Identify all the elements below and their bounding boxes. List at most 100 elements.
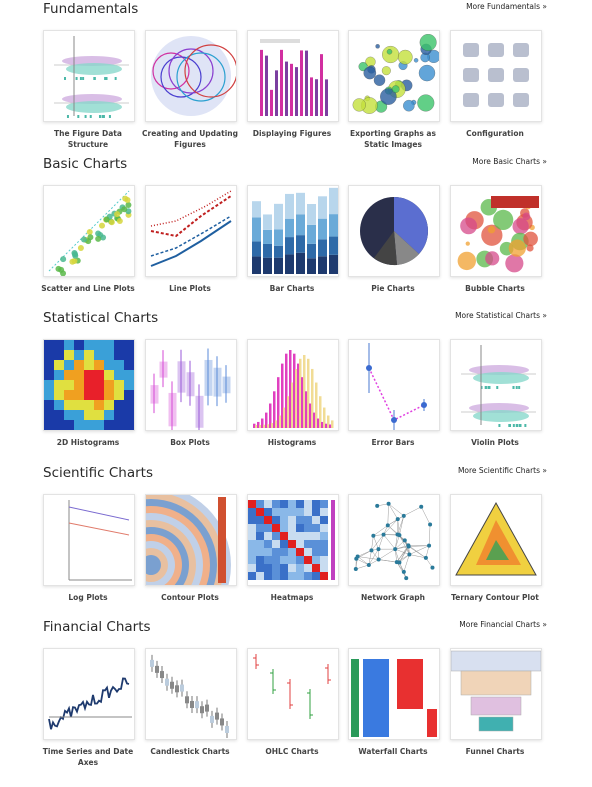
thumb-shape [387,503,389,525]
chart-thumbnail[interactable] [348,184,440,277]
chart-thumbnail[interactable] [43,493,135,586]
chart-caption[interactable]: Bubble Charts [465,283,525,293]
chart-thumbnail[interactable] [145,184,237,277]
thumbnail-image [352,34,441,114]
chart-caption[interactable]: OHLC Charts [265,747,319,756]
chart-thumbnail[interactable] [43,648,135,740]
thumb-shape [64,410,74,420]
thumb-shape [257,421,260,428]
more-link[interactable]: More Basic Charts » [472,156,547,166]
thumb-shape [320,555,328,564]
thumb-shape [108,115,111,118]
chart-thumbnail[interactable] [348,648,440,740]
chart-thumbnail[interactable] [43,30,135,122]
thumb-shape [272,563,280,572]
thumb-shape [307,257,316,274]
thumb-shape [304,555,312,564]
thumb-shape [487,225,496,233]
chart-thumbnail[interactable] [450,493,542,586]
thumb-shape [124,390,134,400]
thumb-shape [272,515,280,524]
thumb-shape [264,507,272,516]
thumb-shape [263,424,266,428]
thumb-shape [518,424,521,427]
thumb-shape [104,370,114,380]
chart-thumbnail[interactable] [43,339,135,431]
chart-caption[interactable]: Line Plots [169,283,211,293]
more-link[interactable]: More Financial Charts » [459,620,547,629]
chart-caption[interactable]: Exporting Graphs as Static Images [350,129,436,149]
thumb-shape [44,340,54,350]
chart-thumbnail[interactable] [145,339,237,438]
chart-caption[interactable]: Scatter and Line Plots [41,283,135,293]
chart-thumbnail[interactable] [348,30,441,122]
thumb-shape [315,79,318,116]
chart-caption[interactable]: Waterfall Charts [358,747,428,756]
more-link[interactable]: More Scientific Charts » [457,465,547,475]
chart-thumbnail[interactable] [247,493,339,586]
thumb-shape [401,569,406,574]
chart-caption[interactable]: Histograms [267,438,317,447]
thumb-shape [296,192,305,215]
chart-caption[interactable]: Time Series and Date Axes [42,747,134,767]
thumb-shape [248,563,256,572]
thumb-shape [406,542,411,547]
chart-thumbnail[interactable] [450,339,542,431]
chart-thumbnail[interactable] [247,339,339,431]
chart-caption[interactable]: Violin Plots [471,438,519,447]
thumb-shape [160,671,164,679]
chart-caption[interactable]: Creating and Updating Figures [142,129,238,149]
chart-thumbnail[interactable] [450,648,542,740]
thumbnail-image [68,499,132,580]
thumb-shape [54,370,64,380]
chart-caption[interactable]: Contour Plots [161,592,219,602]
thumb-shape [463,43,479,57]
thumb-shape [428,522,433,527]
more-link[interactable]: More Fundamentals » [466,2,547,11]
chart-thumbnail[interactable] [450,184,542,277]
thumb-shape [64,420,74,430]
chart-caption[interactable]: 2D Histograms [56,438,120,447]
chart-caption[interactable]: The Figure Data Structure [54,129,122,149]
thumb-shape [264,547,272,556]
thumb-shape [104,420,114,430]
thumb-shape [296,563,304,572]
thumb-shape [225,725,229,733]
thumb-shape [264,555,272,564]
chart-thumbnail[interactable] [145,648,237,740]
thumb-shape [114,340,124,350]
thumb-shape [296,234,305,253]
thumb-shape [124,196,131,203]
thumb-shape [84,410,94,420]
chart-thumbnail[interactable] [145,30,238,122]
chart-thumbnail[interactable] [247,648,339,740]
thumb-shape [312,499,320,508]
thumb-shape [312,571,320,580]
chart-thumbnail[interactable] [247,30,339,122]
thumb-shape [508,239,526,257]
chart-caption[interactable]: Configuration [466,129,524,138]
thumb-shape [58,266,65,273]
chart-caption[interactable]: Candlestick Charts [150,747,230,756]
more-link[interactable]: More Statistical Charts » [455,311,547,320]
chart-thumbnail[interactable] [247,184,339,277]
chart-thumbnail[interactable] [71,484,237,645]
chart-caption[interactable]: Log Plots [68,592,108,602]
chart-caption[interactable]: Error Bars [371,438,415,447]
chart-caption[interactable]: Heatmaps [270,592,314,602]
thumb-shape [289,350,292,428]
chart-thumbnail[interactable] [450,30,542,122]
chart-caption[interactable]: Box Plots [170,438,210,447]
chart-thumbnail[interactable] [43,184,141,277]
chart-caption[interactable]: Ternary Contour Plot [451,592,539,602]
chart-caption[interactable]: Network Graph [361,592,425,602]
section-title: Fundamentals [43,1,139,17]
thumb-shape [320,54,323,116]
chart-thumbnail[interactable] [348,493,440,586]
thumb-shape [408,544,427,558]
chart-caption[interactable]: Displaying Figures [252,129,332,138]
chart-thumbnail[interactable] [348,339,440,431]
chart-caption[interactable]: Pie Charts [371,283,415,293]
chart-caption[interactable]: Funnel Charts [465,747,525,756]
chart-caption[interactable]: Bar Charts [269,283,315,293]
